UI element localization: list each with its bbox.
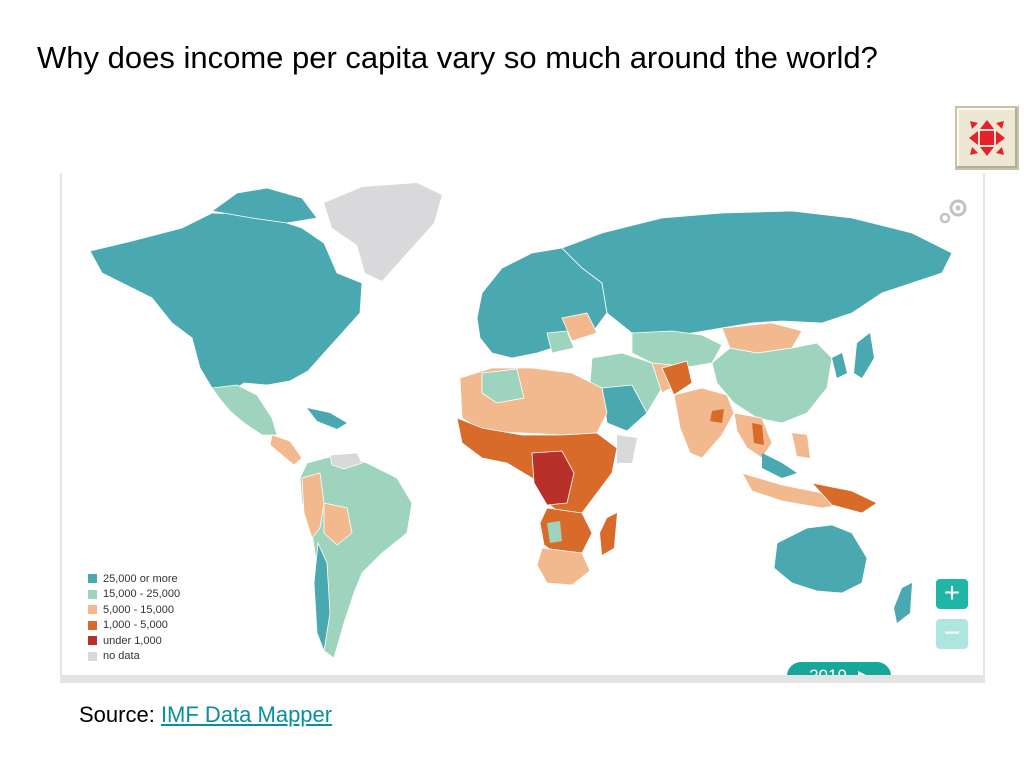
- legend-item: 1,000 - 5,000: [88, 618, 180, 634]
- region-australia: [773, 524, 868, 594]
- region-mexico: [211, 384, 278, 436]
- region-greenland: [324, 183, 442, 281]
- expand-button[interactable]: [955, 106, 1019, 170]
- legend-swatch: [88, 605, 97, 615]
- legend-swatch: [88, 574, 97, 584]
- source-line: Source: IMF Data Mapper: [79, 702, 332, 728]
- region-china: [711, 342, 833, 424]
- settings-gear-icon[interactable]: [934, 196, 974, 226]
- map-bottom-bar: [62, 675, 983, 683]
- map-legend: 25,000 or more 15,000 - 25,000 5,000 - 1…: [88, 571, 180, 664]
- world-map[interactable]: [62, 173, 983, 683]
- income-map-panel[interactable]: 25,000 or more 15,000 - 25,000 5,000 - 1…: [60, 173, 985, 683]
- expand-arrows-icon: [969, 120, 1005, 156]
- zoom-in-button[interactable]: +: [936, 579, 968, 609]
- region-russia: [561, 210, 953, 339]
- legend-swatch: [88, 636, 97, 646]
- legend-item: no data: [88, 649, 180, 665]
- source-prefix: Source:: [79, 702, 161, 727]
- region-north-america: [89, 212, 363, 399]
- legend-item: 15,000 - 25,000: [88, 587, 180, 603]
- zoom-out-button[interactable]: −: [936, 619, 968, 649]
- slide-title: Why does income per capita vary so much …: [37, 40, 878, 75]
- legend-swatch: [88, 589, 97, 599]
- region-south-africa: [536, 547, 591, 586]
- legend-swatch: [88, 651, 97, 661]
- legend-item: under 1,000: [88, 633, 180, 649]
- region-india: [673, 387, 735, 459]
- legend-swatch: [88, 620, 97, 630]
- region-drc: [531, 450, 575, 506]
- legend-item: 5,000 - 15,000: [88, 602, 180, 618]
- source-link[interactable]: IMF Data Mapper: [160, 702, 333, 727]
- legend-item: 25,000 or more: [88, 571, 180, 587]
